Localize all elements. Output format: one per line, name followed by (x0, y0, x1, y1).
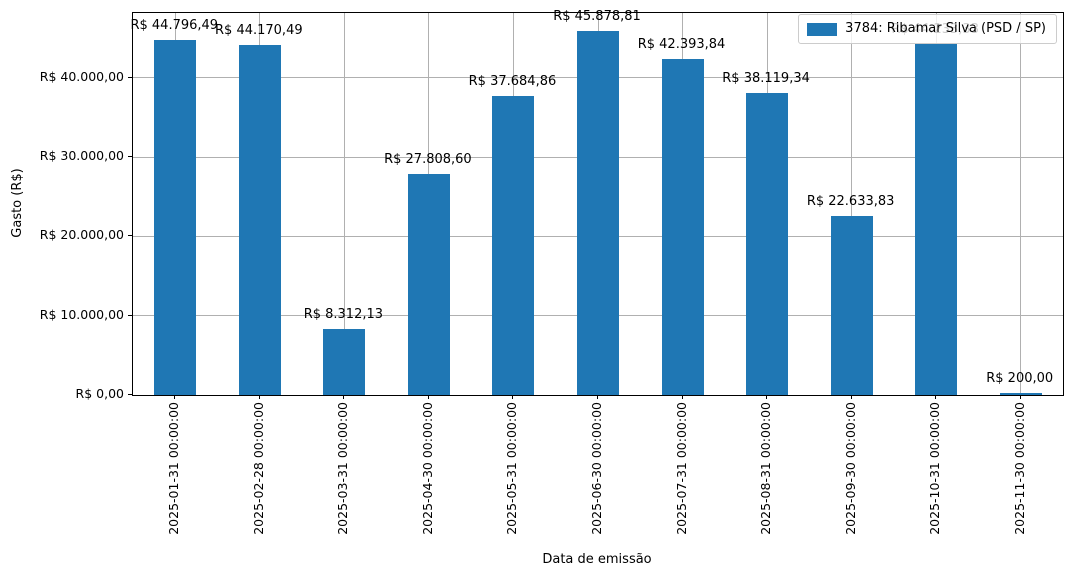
x-tick-label: 2025-09-30 00:00:00 (842, 402, 858, 535)
x-tick-label: 2025-03-31 00:00:00 (335, 402, 351, 535)
y-tick-label: R$ 30.000,00 (39, 148, 124, 164)
bar-value-label: R$ 44.796,49 (130, 17, 219, 33)
legend-label: 3784: Ribamar Silva (PSD / SP) (845, 21, 1046, 36)
bar (746, 92, 789, 395)
x-tick-label: 2025-10-31 00:00:00 (927, 402, 943, 535)
bar (238, 44, 281, 395)
x-tick-label: 2025-01-31 00:00:00 (166, 402, 182, 535)
bar-value-label: R$ 22.633,83 (806, 193, 895, 209)
x-tick-mark (850, 395, 852, 399)
x-tick-label: 2025-11-30 00:00:00 (1011, 402, 1027, 535)
x-tick-mark (1019, 395, 1021, 399)
x-tick-mark (766, 395, 768, 399)
y-tick-label: R$ 20.000,00 (39, 227, 124, 243)
bar-value-label: R$ 45.878,81 (553, 9, 641, 25)
x-tick-mark (681, 395, 683, 399)
bar (577, 31, 619, 395)
x-tick-label: 2025-04-30 00:00:00 (419, 402, 435, 535)
x-tick-label: 2025-02-28 00:00:00 (250, 402, 266, 535)
bar-value-label: R$ 37.684,86 (468, 74, 557, 90)
y-tick-mark (128, 235, 132, 237)
bar (407, 174, 450, 395)
y-tick-mark (128, 394, 132, 395)
bar-value-label: R$ 42.393,84 (637, 36, 726, 52)
bar (323, 329, 366, 395)
y-axis-title: Gasto (R$) (10, 168, 25, 238)
x-tick-mark (935, 395, 937, 399)
bar-value-label: R$ 27.808,60 (384, 152, 472, 168)
x-tick-label: 2025-05-31 00:00:00 (504, 402, 520, 535)
gridline-vertical (851, 13, 853, 395)
bar-value-label: R$ 44.170,49 (215, 22, 303, 38)
bar-value-label: R$ 38.119,34 (722, 70, 810, 86)
x-tick-mark (597, 395, 598, 399)
y-tick-mark (128, 156, 132, 158)
bar-value-label: R$ 8.312,13 (303, 307, 384, 323)
y-tick-label: R$ 40.000,00 (39, 68, 124, 84)
bar (154, 39, 197, 395)
x-tick-label: 2025-06-30 00:00:00 (589, 402, 604, 535)
x-tick-mark (174, 395, 176, 399)
y-tick-mark (128, 314, 132, 316)
legend: 3784: Ribamar Silva (PSD / SP) (798, 14, 1057, 44)
y-tick-label: R$ 0,00 (75, 386, 124, 401)
gridline-vertical (1020, 13, 1022, 395)
x-tick-mark (258, 395, 260, 399)
bar (661, 58, 704, 395)
x-tick-label: 2025-08-31 00:00:00 (758, 402, 774, 535)
bar-value-label: R$ 200,00 (986, 371, 1054, 387)
x-tick-mark (512, 395, 514, 399)
x-tick-mark (343, 395, 345, 399)
bar (915, 44, 958, 395)
y-tick-label: R$ 10.000,00 (39, 306, 124, 322)
bar (999, 393, 1042, 395)
plot-area (132, 12, 1064, 396)
y-tick-mark (128, 76, 132, 78)
bar (492, 96, 535, 395)
x-tick-mark (427, 395, 429, 399)
bar (830, 215, 873, 395)
gridline-vertical (343, 13, 345, 395)
legend-swatch-icon (807, 22, 838, 36)
x-tick-label: 2025-07-31 00:00:00 (673, 402, 689, 535)
x-axis-title: Data de emissão (542, 552, 652, 567)
